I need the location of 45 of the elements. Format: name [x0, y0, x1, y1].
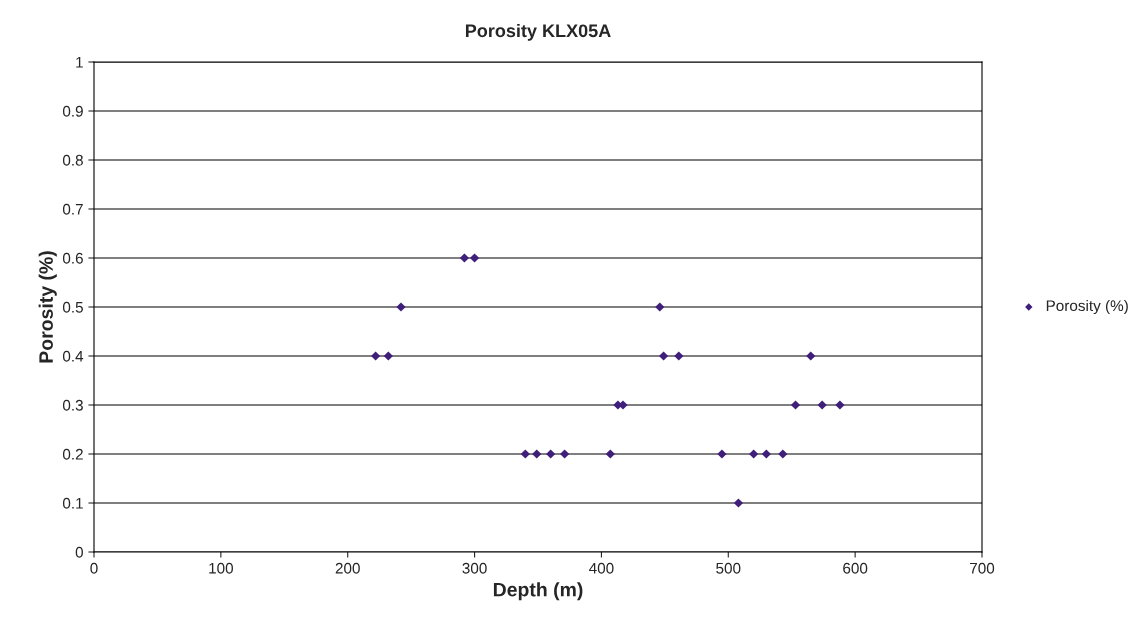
point	[806, 351, 816, 361]
x-axis-title: Depth (m)	[493, 582, 583, 601]
x-tick-label: 0	[90, 562, 98, 574]
y-tick-label: 0.9	[62, 105, 83, 117]
x-tick-label: 500	[716, 562, 741, 574]
point	[749, 449, 759, 459]
y-tick-label: 1	[76, 57, 83, 68]
point	[459, 253, 470, 263]
point	[717, 449, 727, 459]
x-tick-label: 200	[335, 562, 360, 574]
x-tick-label: 600	[843, 562, 868, 574]
y-tick-label: 0.1	[62, 497, 83, 509]
x-tick-label: 300	[462, 562, 487, 574]
point	[733, 498, 744, 508]
x-tick-label: 100	[209, 562, 234, 574]
point	[469, 253, 480, 263]
x-tick-label: 700	[970, 562, 995, 574]
point	[560, 449, 570, 459]
point	[396, 302, 406, 312]
point	[658, 351, 669, 361]
point	[655, 302, 665, 312]
point	[383, 351, 393, 361]
y-tick-label: 0.7	[62, 203, 83, 215]
point	[605, 449, 615, 459]
point	[371, 351, 381, 361]
point	[674, 351, 684, 361]
point	[835, 400, 845, 410]
y-tick-label: 0	[75, 546, 83, 558]
y-tick-label: 0.8	[62, 154, 83, 166]
point	[520, 449, 530, 459]
y-tick-label: 0.2	[62, 448, 83, 460]
x-tick-label: 400	[589, 562, 614, 574]
chart-title: Porosity KLX05A	[465, 23, 611, 41]
y-tick-label: 0.3	[62, 399, 83, 411]
point	[532, 449, 542, 459]
y-tick-label: 0.4	[62, 350, 84, 362]
point	[817, 400, 827, 410]
point	[790, 400, 801, 410]
point	[546, 449, 556, 459]
point	[778, 449, 788, 459]
y-tick-label: 0.5	[62, 301, 83, 313]
point	[761, 449, 771, 459]
y-tick-label: 0.6	[62, 252, 83, 264]
legend-label: Porosity (%)	[1046, 299, 1128, 315]
y-axis-title: Porosity (%)	[38, 251, 57, 363]
